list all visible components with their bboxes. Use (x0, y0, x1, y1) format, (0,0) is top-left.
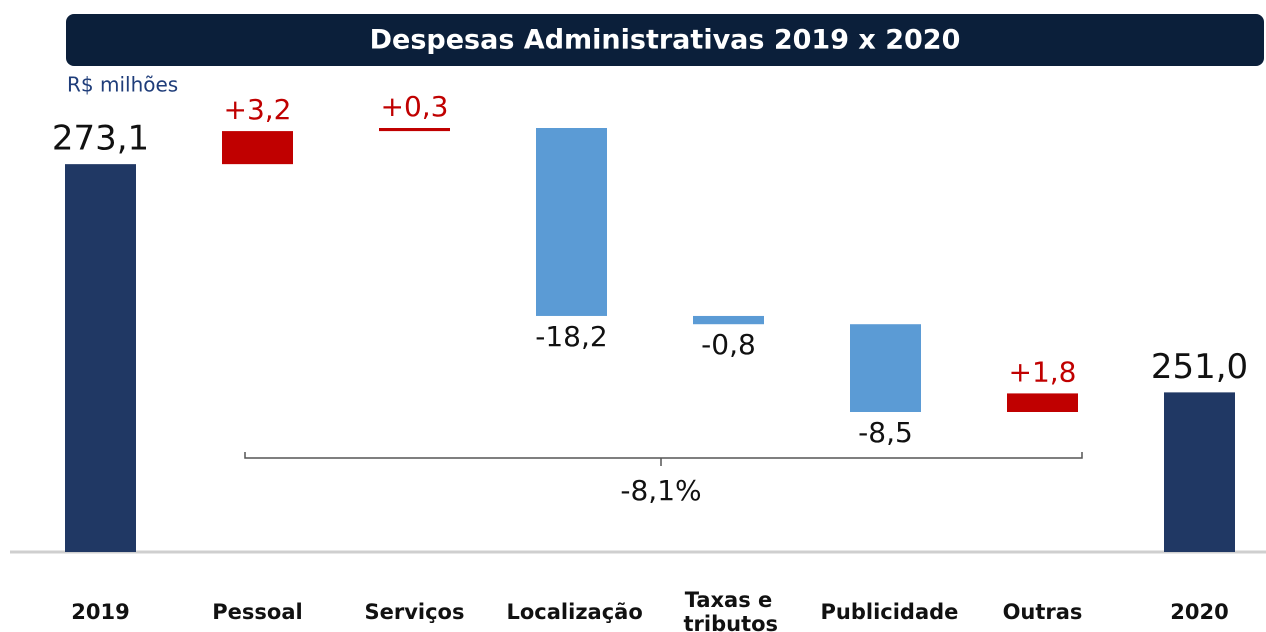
bar (222, 131, 293, 165)
value-label: -0,8 (701, 328, 756, 361)
bracket (244, 452, 1083, 466)
x-tick-label: Localização (506, 600, 643, 624)
bar (65, 164, 136, 553)
value-label: 273,1 (52, 119, 149, 159)
chart-title: Despesas Administrativas 2019 x 2020 (370, 25, 961, 56)
x-tick-label: Outras (1002, 600, 1083, 624)
unit-label: R$ milhões (67, 73, 178, 97)
x-tick-label: Publicidade (820, 600, 959, 624)
x-tick-label: Taxas e tributos (683, 588, 779, 632)
annotation: -8,1% (620, 474, 701, 507)
value-label: +3,2 (224, 93, 292, 126)
value-label: 251,0 (1151, 347, 1248, 387)
bar (379, 128, 450, 132)
x-tick-label: Pessoal (212, 600, 303, 624)
bar (850, 324, 921, 412)
value-label: -18,2 (535, 320, 607, 353)
x-tick-label: Serviços (364, 600, 465, 624)
title-bar (66, 14, 1264, 66)
value-label: -8,5 (858, 416, 913, 449)
x-tick-label: 2019 (71, 600, 130, 624)
value-label: +0,3 (381, 90, 449, 123)
value-label: +1,8 (1009, 355, 1077, 388)
bar (693, 315, 764, 325)
bar (536, 128, 607, 316)
x-tick-label: 2020 (1170, 600, 1229, 624)
bar (1007, 393, 1078, 412)
bar (1164, 392, 1235, 552)
